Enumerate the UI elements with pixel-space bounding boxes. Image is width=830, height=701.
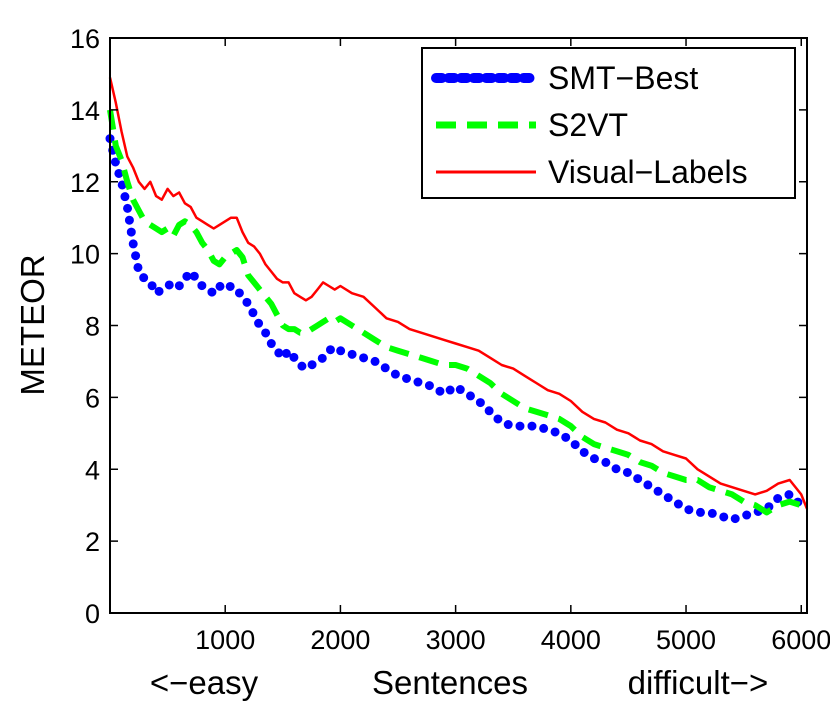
y-tick-label: 8	[85, 312, 100, 342]
x-tick-label: 1000	[195, 625, 255, 655]
legend-label-smt-best: SMT−Best	[548, 60, 698, 96]
x-tick-label: 2000	[310, 625, 370, 655]
y-axis-label: METEOR	[14, 254, 51, 395]
series-line-1	[107, 109, 809, 516]
legend-label-s2vt: S2VT	[548, 107, 628, 143]
series-line-2	[108, 77, 809, 510]
y-tick-label: 16	[70, 24, 100, 54]
legend-label-visual-labels: Visual−Labels	[548, 154, 748, 190]
x-tick-label: 4000	[541, 625, 601, 655]
tick-layer: 1000 2000 3000 4000 5000 6000 0 2 4 6 8 10 12 14 16	[70, 24, 830, 655]
y-tick-label: 6	[85, 383, 100, 413]
y-tick-label: 4	[85, 455, 100, 485]
y-tick-label: 2	[85, 527, 100, 557]
y-tick-label: 14	[70, 96, 100, 126]
legend: SMT−Best S2VT Visual−Labels	[421, 47, 796, 199]
y-tick-label: 12	[70, 168, 100, 198]
x-tick-label: 6000	[771, 625, 830, 655]
x-axis-label: Sentences	[372, 664, 528, 701]
x-axis-label-difficult: difficult−>	[628, 664, 769, 701]
x-axis-label-easy: <−easy	[150, 664, 259, 701]
series-layer	[105, 77, 812, 525]
x-tick-label: 5000	[656, 625, 716, 655]
y-tick-label: 0	[85, 599, 100, 629]
x-tick-label: 3000	[426, 625, 486, 655]
series-line-0	[105, 134, 812, 525]
y-tick-label: 10	[70, 240, 100, 270]
